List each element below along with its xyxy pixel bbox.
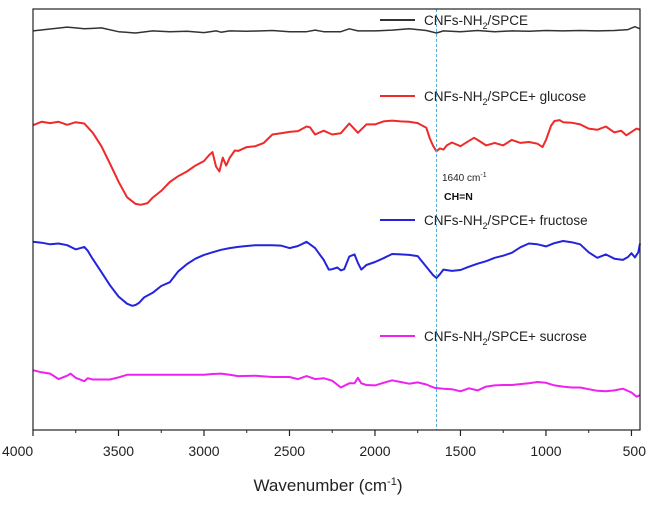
series-layer <box>32 25 641 398</box>
x-axis-ticks: 4000 3500 3000 2500 2000 1500 1000 500 <box>2 430 646 459</box>
x-tick-label: 3000 <box>188 443 219 459</box>
x-tick-label: 4000 <box>2 443 33 459</box>
series-line-2 <box>32 119 641 206</box>
legend: CNFs-NH2/SPCE CNFs-NH2/SPCE+ glucose CNFs-… <box>380 13 588 347</box>
x-tick-label: 3500 <box>103 443 134 459</box>
annotation-bond: CH=N <box>444 191 473 203</box>
x-tick-label: 500 <box>623 443 647 459</box>
plot-frame <box>32 8 641 431</box>
legend-label-2: CNFs-NH2/SPCE+ glucose <box>424 89 586 107</box>
series-line-1 <box>32 25 641 34</box>
series-line-3 <box>32 240 641 307</box>
legend-label-3: CNFs-NH2/SPCE+ fructose <box>424 213 588 231</box>
x-tick-label: 1500 <box>445 443 476 459</box>
x-tick-label: 2000 <box>359 443 390 459</box>
legend-label-1: CNFs-NH2/SPCE <box>424 13 528 31</box>
series-line-4 <box>32 369 641 398</box>
x-tick-label: 2500 <box>274 443 305 459</box>
annotation-wavenumber: 1640 cm-1 <box>442 172 487 184</box>
x-tick-label: 1000 <box>530 443 561 459</box>
plot-background <box>33 9 640 430</box>
legend-label-4: CNFs-NH2/SPCE+ sucrose <box>424 329 587 347</box>
x-axis-title: Wavenumber (cm-1) <box>254 476 403 495</box>
